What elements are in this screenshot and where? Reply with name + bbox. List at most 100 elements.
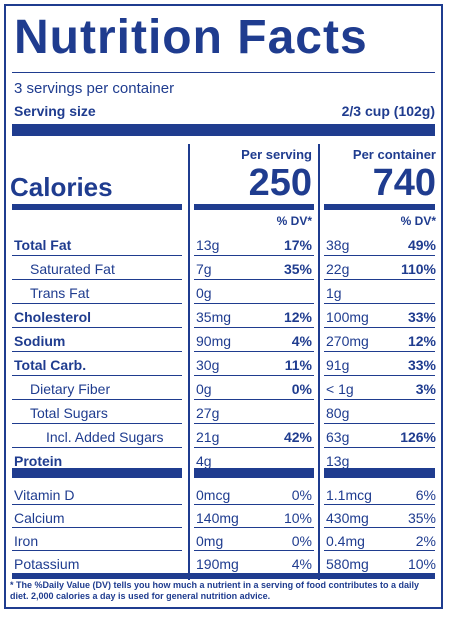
row-divider <box>12 351 182 352</box>
row-divider <box>12 375 182 376</box>
column-divider-1 <box>188 144 190 580</box>
nutrient-amount-serving: 90mg <box>196 333 232 349</box>
row-divider <box>194 504 314 505</box>
vitamin-amount-serving: 140mg <box>196 510 239 526</box>
nutrient-amount-serving: 30g <box>196 357 220 373</box>
row-divider <box>194 375 314 376</box>
nutrient-amount-serving: 35mg <box>196 309 232 325</box>
nutrient-amount-container: 38g <box>326 237 350 253</box>
vitamin-dv-container: 35% <box>407 510 436 526</box>
nutrient-dv-container: 110% <box>400 261 436 277</box>
row-divider <box>324 375 435 376</box>
nutrient-name: Trans Fat <box>30 285 90 301</box>
row-divider <box>194 255 314 256</box>
nutrient-dv-serving: 12% <box>283 309 312 325</box>
nutrition-label: Nutrition Facts 3 servings per container… <box>4 4 443 609</box>
vitamin-dv-serving: 0% <box>291 487 312 503</box>
nutrient-name: Total Carb. <box>14 357 87 373</box>
vitamin-amount-container: 580mg <box>326 556 369 572</box>
nutrient-dv-container: 33% <box>407 357 436 373</box>
nutrient-amount-serving: 7g <box>196 261 212 277</box>
row-divider <box>324 255 435 256</box>
thick-divider <box>12 468 182 478</box>
row-divider <box>12 447 182 448</box>
row-divider <box>324 423 435 424</box>
row-divider <box>12 327 182 328</box>
row-divider <box>324 550 435 551</box>
row-divider <box>194 303 314 304</box>
calories-per-container: 740 <box>372 162 436 204</box>
calories-label: Calories <box>10 172 113 202</box>
nutrient-amount-container: < 1g <box>326 381 354 397</box>
calories-per-serving: 250 <box>248 162 312 204</box>
nutrient-dv-container: 33% <box>407 309 436 325</box>
row-divider <box>194 351 314 352</box>
nutrient-name: Dietary Fiber <box>30 381 111 397</box>
nutrient-amount-container: 13g <box>326 453 350 469</box>
vitamin-dv-container: 10% <box>407 556 436 572</box>
thick-divider <box>194 468 314 478</box>
row-divider <box>324 504 435 505</box>
divider <box>12 72 435 73</box>
vitamin-name: Vitamin D <box>14 487 75 503</box>
row-divider <box>324 327 435 328</box>
vitamin-amount-serving: 190mg <box>196 556 239 572</box>
row-divider <box>12 255 182 256</box>
row-divider <box>12 504 182 505</box>
vitamin-amount-serving: 0mcg <box>196 487 231 503</box>
row-divider <box>12 527 182 528</box>
thick-divider <box>12 124 435 136</box>
vitamin-amount-container: 0.4mg <box>326 533 365 549</box>
nutrient-amount-serving: 21g <box>196 429 220 445</box>
per-container-header: Per container <box>352 147 436 162</box>
nutrient-name: Sodium <box>14 333 66 349</box>
nutrient-dv-serving: 42% <box>283 429 312 445</box>
vitamin-dv-container: 2% <box>415 533 436 549</box>
row-divider <box>194 527 314 528</box>
nutrient-amount-serving: 27g <box>196 405 220 421</box>
nutrient-name: Saturated Fat <box>30 261 115 277</box>
nutrient-dv-serving: 4% <box>291 333 312 349</box>
nutrient-amount-container: 22g <box>326 261 350 277</box>
nutrient-amount-container: 1g <box>326 285 342 301</box>
row-divider <box>194 279 314 280</box>
nutrient-amount-container: 100mg <box>326 309 369 325</box>
nutrient-name: Total Sugars <box>30 405 108 421</box>
nutrient-dv-container: 49% <box>407 237 436 253</box>
nutrient-dv-container: 12% <box>407 333 436 349</box>
vitamin-dv-serving: 4% <box>291 556 312 572</box>
thick-divider <box>12 204 182 210</box>
row-divider <box>12 423 182 424</box>
column-divider-2 <box>318 144 320 580</box>
nutrient-amount-container: 91g <box>326 357 350 373</box>
row-divider <box>12 399 182 400</box>
nutrient-name: Incl. Added Sugars <box>46 429 164 445</box>
thick-divider <box>12 573 435 579</box>
row-divider <box>324 351 435 352</box>
row-divider <box>12 550 182 551</box>
row-divider <box>324 279 435 280</box>
nutrient-dv-container: 3% <box>415 381 436 397</box>
label-title: Nutrition Facts <box>14 11 368 64</box>
dv-header-serving: % DV* <box>276 214 312 228</box>
row-divider <box>324 447 435 448</box>
row-divider <box>194 550 314 551</box>
vitamin-name: Calcium <box>14 510 65 526</box>
nutrient-amount-container: 80g <box>326 405 350 421</box>
nutrient-amount-serving: 0g <box>196 285 212 301</box>
serving-size-value: 2/3 cup (102g) <box>341 103 435 119</box>
row-divider <box>324 527 435 528</box>
nutrient-amount-serving: 4g <box>196 453 212 469</box>
nutrient-name: Total Fat <box>14 237 72 253</box>
vitamin-amount-serving: 0mg <box>196 533 224 549</box>
serving-size-label: Serving size <box>14 103 96 119</box>
vitamin-name: Potassium <box>14 556 80 572</box>
row-divider <box>194 447 314 448</box>
per-serving-header: Per serving <box>241 147 312 162</box>
vitamin-dv-serving: 10% <box>283 510 312 526</box>
nutrient-amount-serving: 0g <box>196 381 212 397</box>
row-divider <box>324 399 435 400</box>
vitamin-amount-container: 1.1mcg <box>326 487 372 503</box>
row-divider <box>194 423 314 424</box>
vitamin-amount-container: 430mg <box>326 510 369 526</box>
